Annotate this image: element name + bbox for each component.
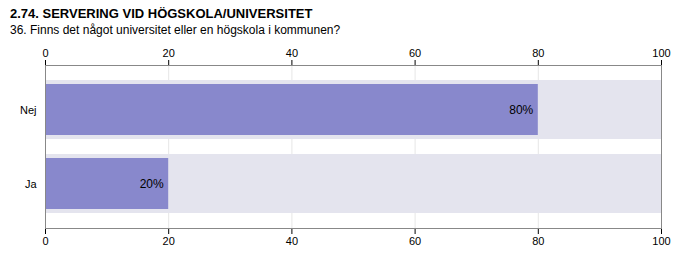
svg-text:60: 60 [409, 47, 421, 59]
svg-text:100: 100 [652, 235, 670, 247]
svg-text:40: 40 [286, 235, 298, 247]
svg-text:Ja: Ja [25, 178, 38, 190]
svg-text:20: 20 [163, 47, 175, 59]
html-text:36. Finns det något universite: 36. Finns det något universitet eller en… [10, 23, 341, 37]
svg-text:60: 60 [409, 235, 421, 247]
svg-text:20: 20 [163, 235, 175, 247]
svg-text:0: 0 [42, 47, 48, 59]
html-text:2.74. SERVERING VID HÖGSKOLA/U: 2.74. SERVERING VID HÖGSKOLA/UNIVERSITET [10, 6, 313, 21]
svg-text:Nej: Nej [20, 104, 37, 116]
svg-text:80: 80 [532, 47, 544, 59]
svg-text:40: 40 [286, 47, 298, 59]
svg-text:0: 0 [42, 235, 48, 247]
svg-text:100: 100 [652, 47, 670, 59]
svg-text:80%: 80% [509, 103, 533, 117]
svg-text:20%: 20% [140, 177, 164, 191]
svg-text:80: 80 [532, 235, 544, 247]
